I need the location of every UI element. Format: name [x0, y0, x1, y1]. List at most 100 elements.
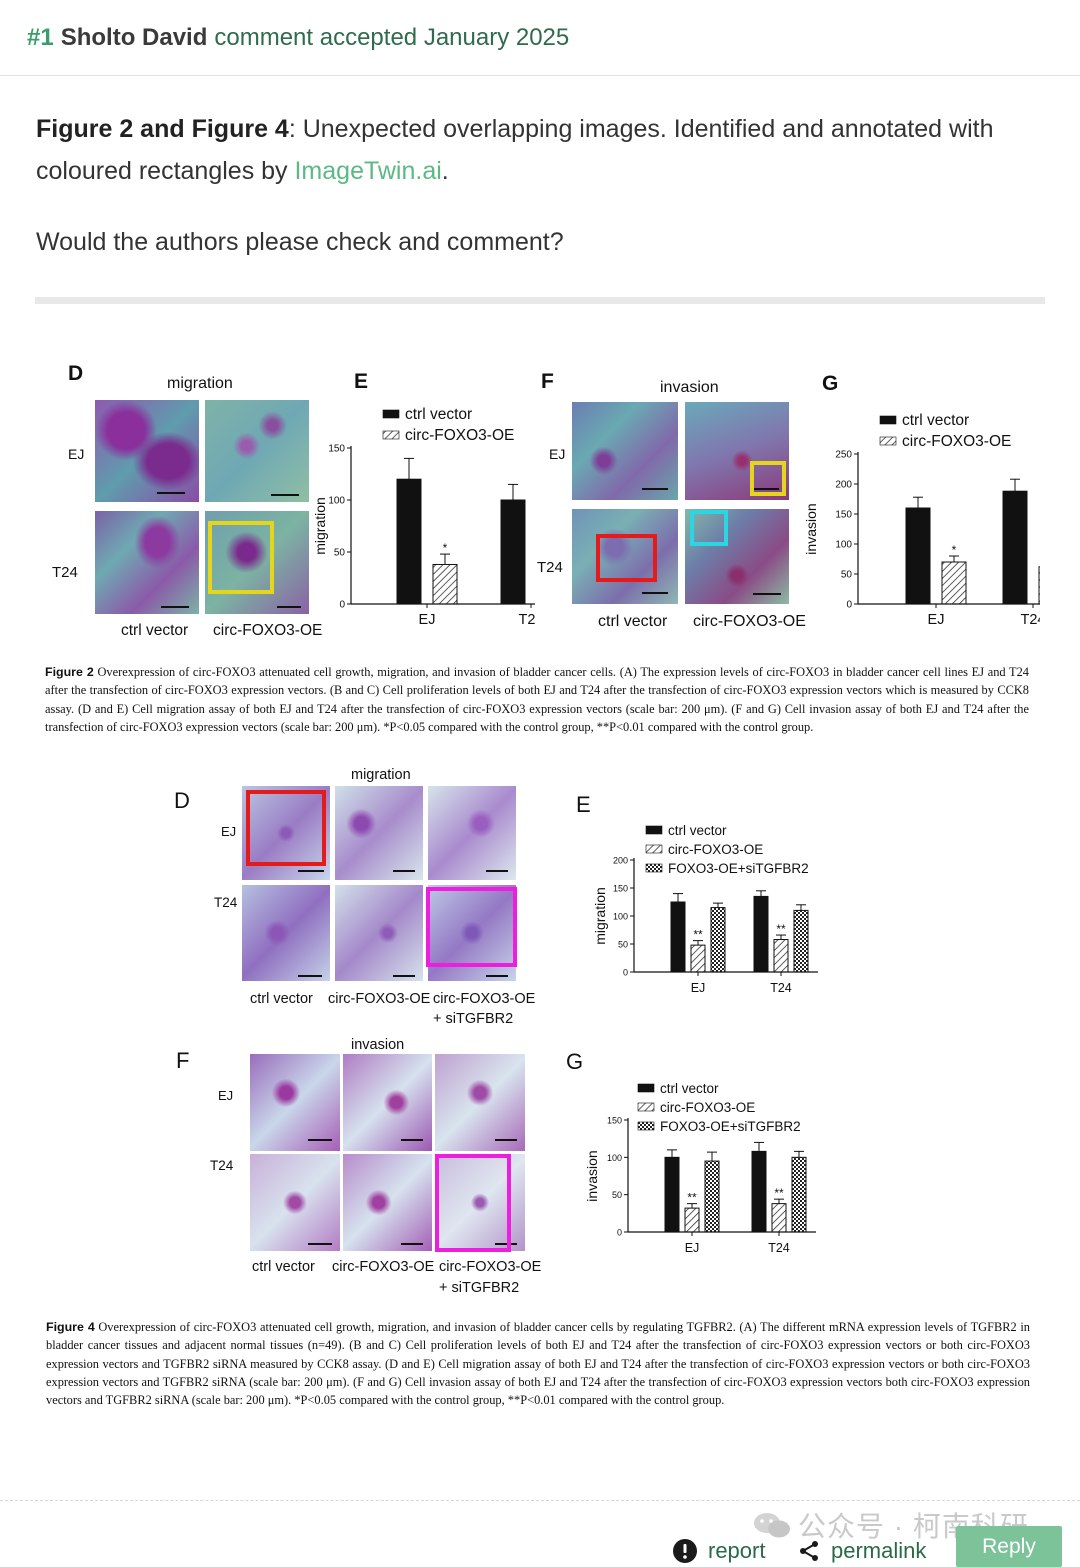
legend-swatch	[637, 1083, 655, 1093]
micrograph	[572, 402, 678, 500]
bar	[432, 563, 458, 605]
x-tick-label: T24	[770, 981, 792, 995]
fig2-panel-d-col-oe: circ-FOXO3-OE	[213, 622, 323, 639]
y-tick-label: 250	[835, 450, 852, 461]
fig2-panel-f-row-ej: EJ	[549, 446, 566, 462]
legend-label: circ-FOXO3-OE	[660, 1100, 755, 1115]
wechat-icon	[754, 1513, 790, 1538]
micrograph	[343, 1054, 432, 1151]
bar	[670, 901, 686, 973]
micrograph	[250, 1054, 340, 1151]
fig2-panel-f-title: invasion	[660, 379, 719, 396]
x-tick-label: T24	[519, 612, 536, 628]
comment-end: .	[441, 157, 449, 185]
legend-label: ctrl vector	[668, 823, 727, 838]
comment-text: Figure 2 and Figure 4: Unexpected overla…	[36, 108, 1046, 192]
micrograph	[95, 400, 199, 502]
bar	[753, 895, 769, 973]
fig2-panel-f-col-oe: circ-FOXO3-OE	[693, 613, 806, 630]
fig2-panel-f-letter: F	[541, 370, 554, 393]
comment-author[interactable]: Sholto David	[60, 23, 208, 51]
micrograph	[685, 402, 789, 500]
significance-mark: **	[693, 928, 703, 942]
micrograph	[343, 1154, 432, 1251]
fig2-caption-text: Overexpression of circ-FOXO3 attenuated …	[45, 665, 1029, 734]
bar	[791, 1156, 807, 1233]
micrograph	[205, 400, 309, 502]
overlap-box-yellow	[208, 521, 274, 594]
legend-swatch	[645, 825, 663, 835]
x-tick-label: T24	[768, 1241, 790, 1255]
fig2-panel-d-row-ej: EJ	[68, 446, 85, 462]
overlap-box-red	[596, 534, 657, 582]
fig2-panel-d-col-ctrl: ctrl vector	[121, 622, 189, 639]
fig4-panel-g-letter: G	[566, 1049, 584, 1074]
watermark: 公众号 · 柯南科研	[752, 1505, 1029, 1545]
micrograph	[335, 786, 423, 880]
fig2-migration-chart: ctrl vector circ-FOXO3-OE 0 50 100 150 migrati…	[312, 406, 536, 628]
fig2-panel-d-row-t24: T24	[52, 564, 78, 581]
overlap-box-magenta	[426, 887, 517, 967]
comment-number[interactable]: #1	[27, 23, 54, 51]
fig2-panel-f-col-ctrl: ctrl vector	[598, 613, 668, 630]
fig4-panel-f-title: invasion	[351, 1037, 405, 1053]
y-tick-label: 50	[618, 940, 628, 950]
reply-button[interactable]: Reply	[956, 1526, 1062, 1567]
legend-swatch	[382, 430, 400, 440]
bar	[793, 909, 809, 973]
bar	[664, 1156, 680, 1233]
y-tick-label: 150	[328, 444, 345, 455]
y-tick-label: 150	[607, 1116, 622, 1126]
x-tick-label: T24	[1021, 612, 1041, 628]
y-tick-label: 200	[613, 856, 628, 866]
y-tick-label: 0	[623, 968, 628, 978]
legend-label: FOXO3-OE+siTGFBR2	[668, 861, 809, 876]
legend-label: circ-FOXO3-OE	[668, 842, 763, 857]
micrograph	[242, 885, 330, 981]
legend-label: ctrl vector	[902, 412, 969, 429]
fig4-migration-chart: ctrl vector circ-FOXO3-OE FOXO3-OE+siTGFBR…	[592, 823, 818, 995]
fig4-panel-d-col-si-1: circ-FOXO3-OE	[433, 991, 536, 1007]
fig4-panel-d-row-t24: T24	[214, 895, 238, 910]
permalink-button[interactable]: permalink	[797, 1538, 926, 1564]
x-tick-label: EJ	[685, 1241, 700, 1255]
y-tick-label: 50	[841, 570, 853, 581]
fig2-caption: Figure 2 Overexpression of circ-FOXO3 at…	[45, 663, 1029, 736]
bar	[396, 478, 422, 605]
y-tick-label: 150	[613, 884, 628, 894]
bar	[1002, 490, 1028, 605]
y-tick-label: 50	[334, 548, 346, 559]
y-tick-label: 0	[617, 1228, 622, 1238]
fig2-invasion-chart: ctrl vector circ-FOXO3-OE 0 50 100 150 200 250 i…	[803, 412, 1041, 628]
micrograph	[685, 509, 789, 604]
share-icon	[800, 1541, 818, 1561]
y-tick-label: 0	[339, 600, 345, 611]
legend-swatch	[637, 1102, 655, 1112]
legend-swatch	[382, 409, 400, 419]
overlap-box-cyan	[690, 510, 728, 546]
bar	[751, 1150, 767, 1233]
significance-mark: *	[952, 543, 957, 557]
bar	[773, 939, 789, 973]
overlap-box-magenta	[435, 1154, 511, 1252]
imagetwin-link[interactable]: ImageTwin.ai	[294, 157, 442, 185]
legend-swatch	[879, 436, 897, 446]
legend-swatch	[637, 1121, 655, 1131]
bar	[771, 1203, 787, 1233]
bar	[905, 507, 931, 605]
fig2-panel-d-letter: D	[68, 362, 84, 385]
y-tick-label: 50	[612, 1190, 622, 1200]
comment-header: #1 Sholto David comment accepted January…	[0, 0, 1080, 76]
fig4-caption-label: Figure 4	[46, 1320, 95, 1334]
figure-image: D migration EJ T24 ctrl vector circ-FOXO…	[0, 340, 1080, 1450]
micrograph	[205, 511, 309, 614]
x-tick-label: EJ	[691, 981, 706, 995]
report-button[interactable]: report	[672, 1538, 765, 1564]
y-tick-label: 100	[328, 496, 345, 507]
y-tick-label: 200	[835, 480, 852, 491]
micrograph	[428, 786, 516, 880]
micrograph	[435, 1054, 525, 1151]
micrograph	[335, 885, 423, 981]
fig4-invasion-chart: ctrl vector circ-FOXO3-OE FOXO3-OE+siTGFBR…	[584, 1081, 816, 1255]
fig2-panel-e-letter: E	[354, 370, 369, 393]
